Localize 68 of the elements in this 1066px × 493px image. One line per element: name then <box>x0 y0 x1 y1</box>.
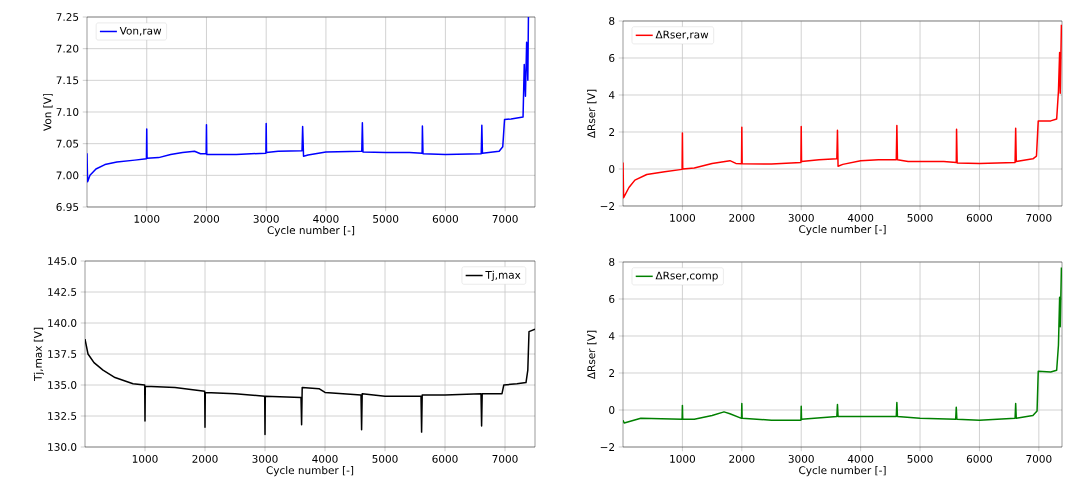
x-tick-label: 4000 <box>847 213 874 222</box>
y-tick-label: 7.10 <box>56 108 79 116</box>
x-tick-label: 1000 <box>670 454 696 463</box>
y-tick-label: 6 <box>609 54 615 62</box>
y-axis-title: Von [V] <box>43 93 53 131</box>
y-tick-label: 135.0 <box>48 381 77 389</box>
y-tick-label: 2 <box>609 128 615 136</box>
legend-label: Von,raw <box>119 26 162 36</box>
line-series <box>87 17 530 183</box>
y-tick-label: 132.5 <box>48 412 77 420</box>
y-tick-label: 7.15 <box>56 76 79 85</box>
x-tick-label: 3000 <box>788 213 814 222</box>
legend-label: Tj,max <box>485 270 521 281</box>
x-tick-label: 7000 <box>492 214 518 223</box>
x-tick-label: 4000 <box>847 454 874 463</box>
x-tick-label: 4000 <box>312 454 338 463</box>
x-tick-label: 2000 <box>729 454 755 463</box>
x-tick-label: 2000 <box>729 213 755 222</box>
y-tick-label: 130.0 <box>48 443 77 451</box>
x-tick-label: 5000 <box>372 454 398 463</box>
legend-label: ΔRser,raw <box>655 30 709 40</box>
y-tick-label: −2 <box>600 443 615 451</box>
y-tick-label: 140.0 <box>48 319 77 327</box>
x-axis-title: Cycle number [-] <box>266 466 354 477</box>
x-tick-label: 2000 <box>192 454 218 463</box>
x-tick-label: 5000 <box>907 213 933 222</box>
x-axis-title: Cycle number [-] <box>799 466 886 477</box>
y-tick-label: −2 <box>600 202 615 210</box>
y-tick-label: 6 <box>609 295 615 303</box>
x-tick-label: 6000 <box>966 454 993 463</box>
y-tick-label: 137.5 <box>48 350 77 358</box>
y-tick-label: 145.0 <box>48 257 77 265</box>
x-tick-label: 3000 <box>253 214 279 223</box>
x-tick-label: 7000 <box>1026 454 1052 463</box>
x-tick-label: 1000 <box>134 214 160 223</box>
y-tick-label: 8 <box>609 17 615 25</box>
x-tick-label: 6000 <box>966 213 993 222</box>
x-tick-label: 6000 <box>432 454 458 463</box>
x-tick-label: 5000 <box>373 214 399 223</box>
y-axis-title: ΔRser [V] <box>587 330 597 380</box>
x-tick-label: 7000 <box>1026 213 1052 222</box>
x-axis-title: Cycle number [-] <box>267 226 355 237</box>
line-series <box>623 23 1063 199</box>
legend-label: ΔRser,comp <box>655 271 718 282</box>
x-tick-label: 7000 <box>492 454 518 463</box>
x-tick-label: 1000 <box>670 213 696 222</box>
y-tick-label: 8 <box>609 258 615 266</box>
y-tick-label: 4 <box>608 332 615 340</box>
y-tick-label: 4 <box>608 91 615 99</box>
y-tick-label: 6.95 <box>56 203 79 211</box>
x-tick-label: 1000 <box>132 454 158 463</box>
x-tick-label: 3000 <box>788 454 814 463</box>
x-tick-label: 4000 <box>313 214 339 223</box>
y-tick-label: 142.5 <box>48 288 77 296</box>
x-tick-label: 3000 <box>252 454 278 463</box>
y-tick-label: 0 <box>609 406 615 414</box>
y-tick-label: 7.00 <box>56 171 79 180</box>
x-tick-label: 2000 <box>193 214 220 223</box>
y-tick-label: 7.25 <box>56 13 79 21</box>
y-tick-label: 7.20 <box>56 44 79 53</box>
y-tick-label: 7.05 <box>56 139 79 148</box>
y-axis-title: Tj,max [V] <box>33 327 44 382</box>
y-axis-title: ΔRser [V] <box>587 89 597 139</box>
x-axis-title: Cycle number [-] <box>799 225 886 236</box>
x-tick-label: 5000 <box>907 454 933 463</box>
y-tick-label: 2 <box>609 369 615 377</box>
y-tick-label: 0 <box>609 165 615 173</box>
x-tick-label: 6000 <box>432 214 458 223</box>
